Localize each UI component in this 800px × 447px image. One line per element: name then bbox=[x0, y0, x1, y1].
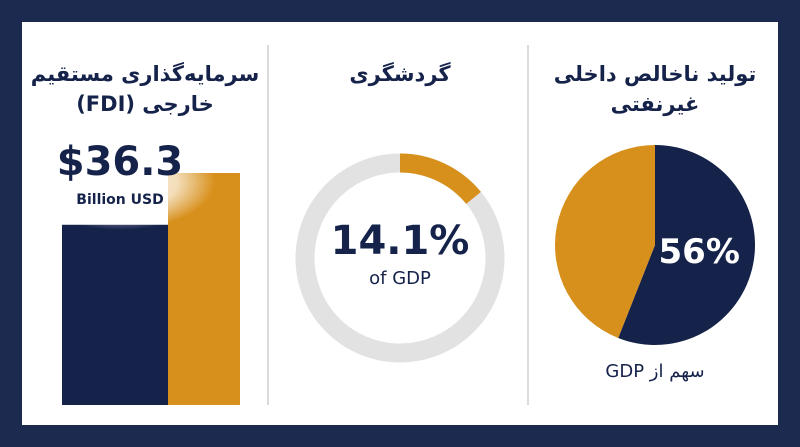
donut-segment bbox=[399, 153, 481, 205]
value-label: $36.3 bbox=[57, 139, 184, 185]
pie-slice bbox=[618, 145, 755, 345]
value-label: 56% bbox=[659, 232, 740, 272]
caption: سهم از GDP bbox=[605, 361, 704, 382]
caption: of GDP bbox=[369, 268, 431, 289]
label-glow bbox=[25, 134, 215, 230]
chart-title: سرمایه‌گذاری مستقیم bbox=[31, 61, 260, 86]
unit-label: Billion USD bbox=[76, 192, 163, 208]
chart-title: خارجی (FDI) bbox=[76, 92, 214, 116]
value-label: 14.1% bbox=[331, 218, 470, 264]
chart-title: تولید ناخالص داخلی bbox=[554, 62, 757, 86]
chart-title: غیرنفتی bbox=[611, 92, 700, 116]
bar bbox=[62, 224, 168, 405]
pie-slice bbox=[555, 145, 655, 338]
chart-title: گردشگری bbox=[349, 61, 451, 86]
